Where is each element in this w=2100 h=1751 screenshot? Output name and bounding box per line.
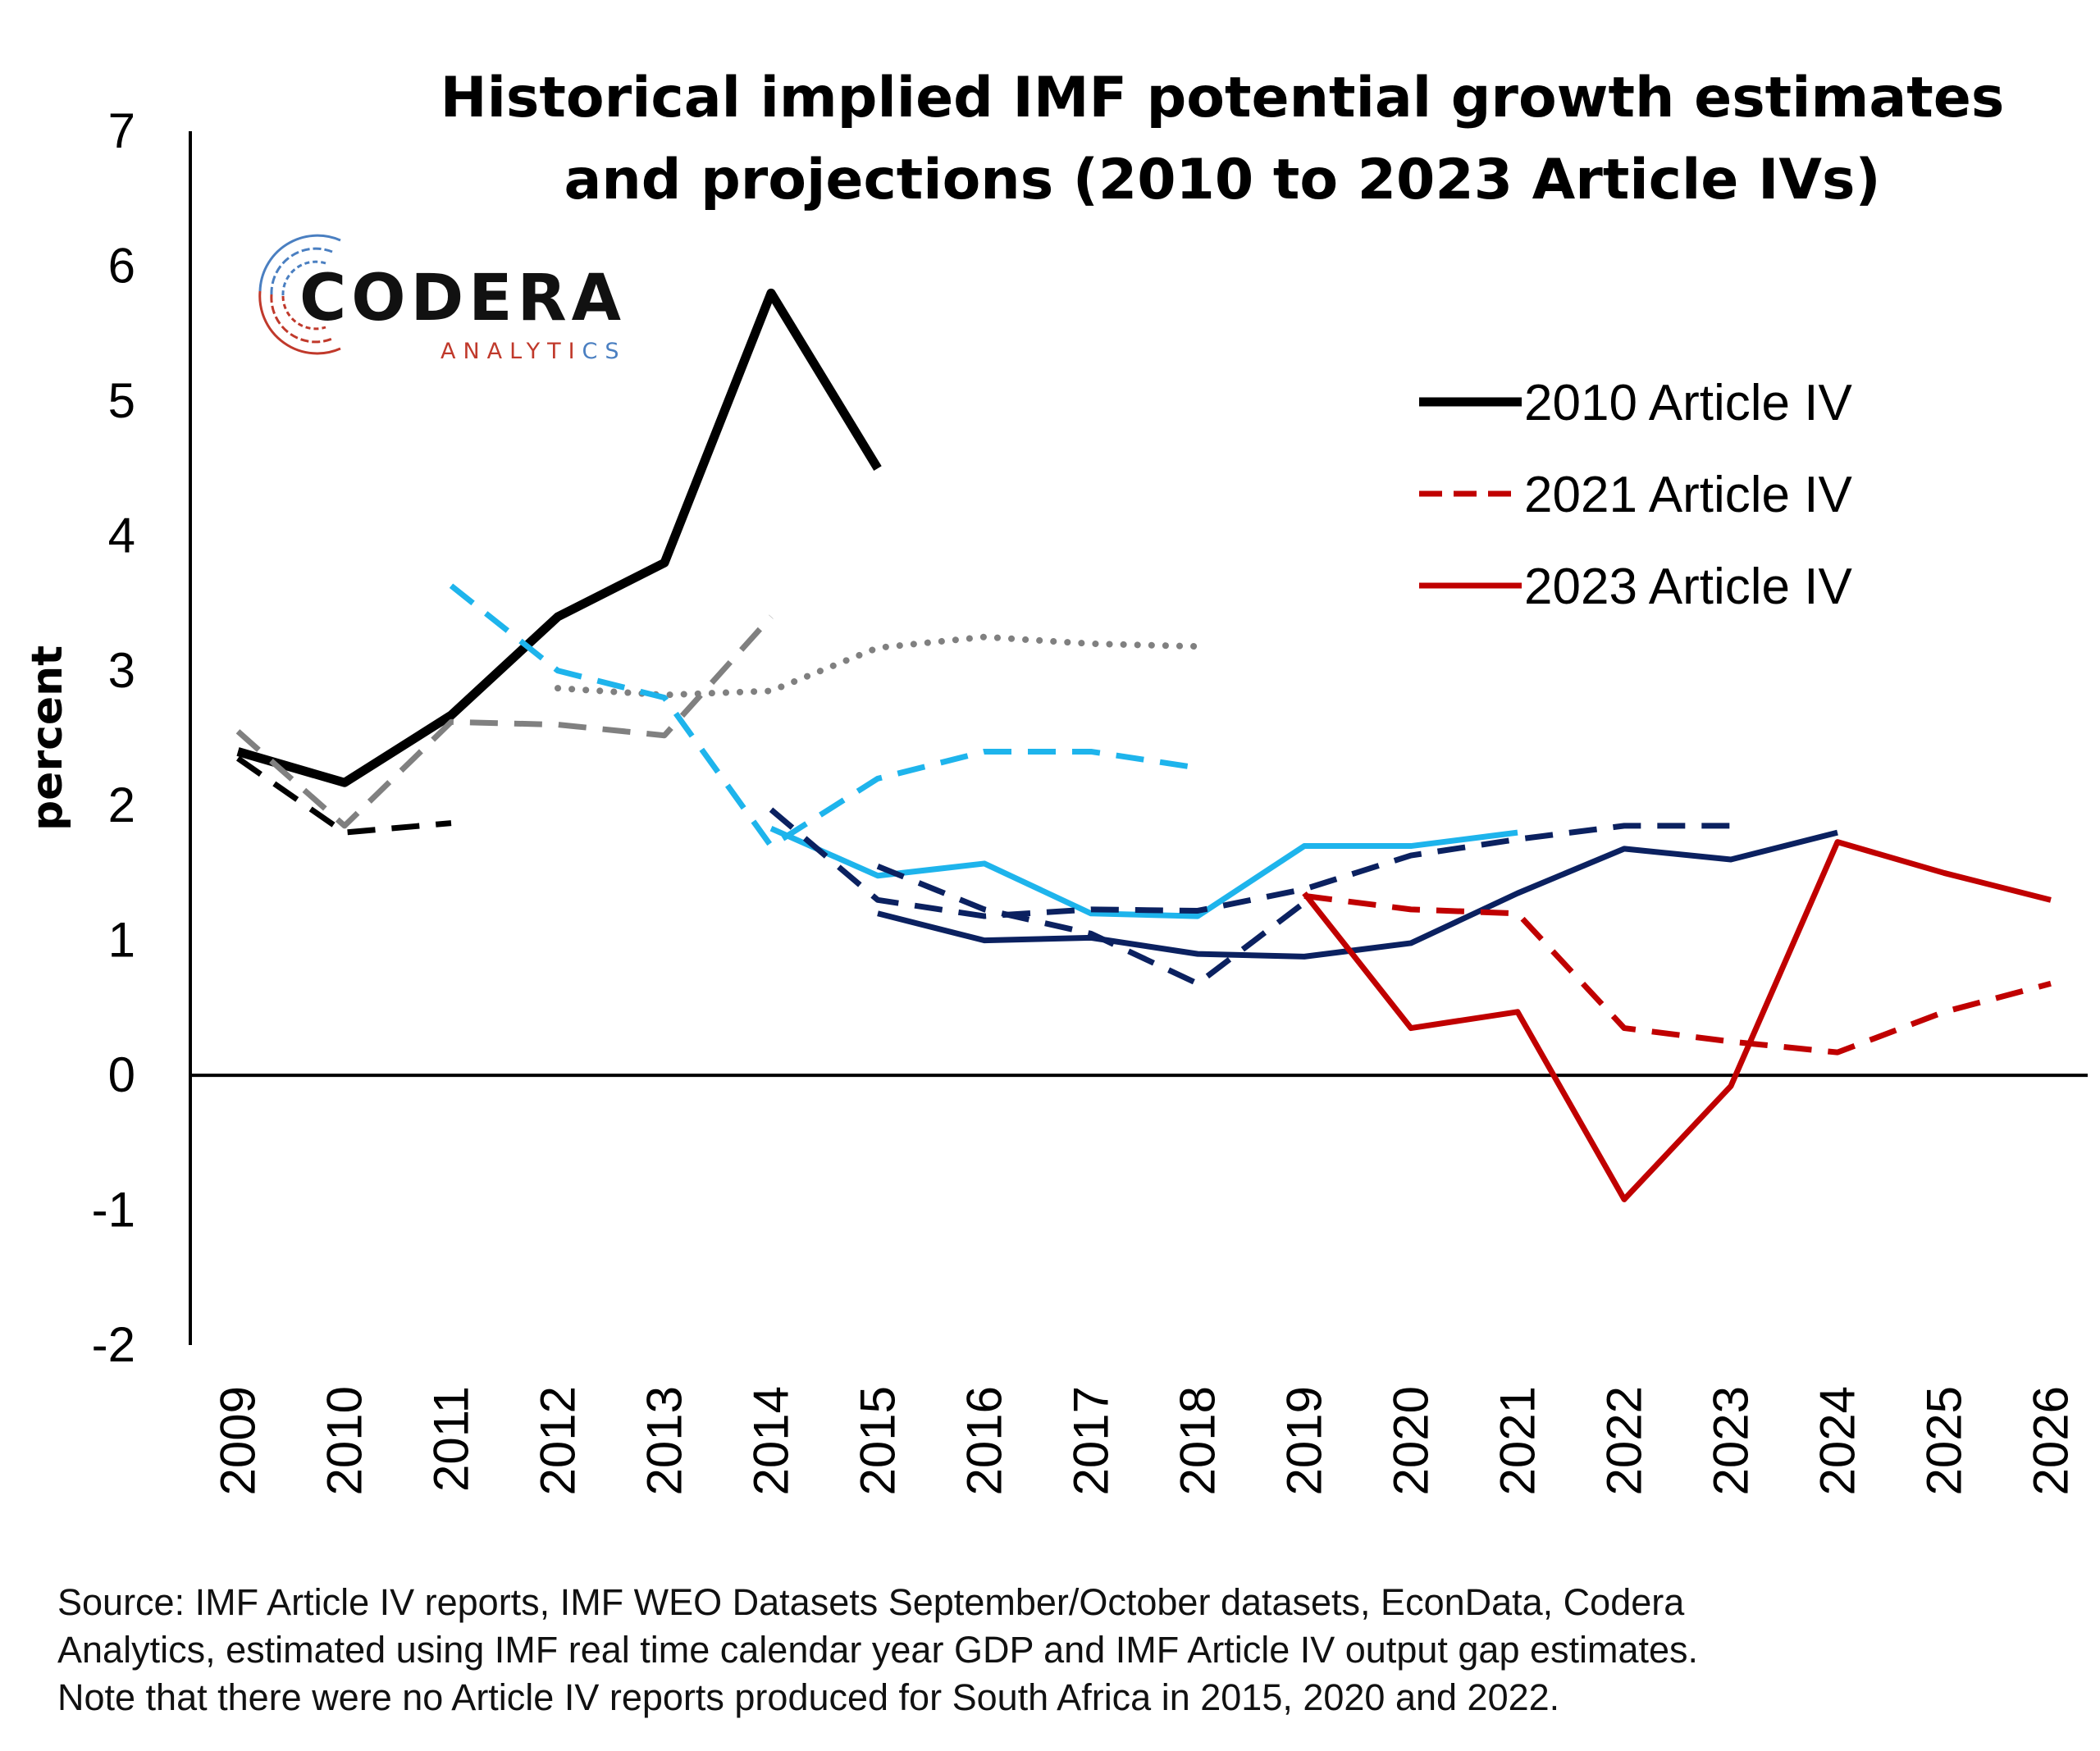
logo-subtitle-main: ANALYTI [441, 339, 582, 364]
x-tick-label: 2017 [1064, 1386, 1119, 1495]
source-note-line-3: Note that there were no Article IV repor… [57, 1676, 1560, 1718]
series-line-6 [769, 807, 1731, 919]
x-tick-label: 2013 [637, 1386, 692, 1495]
logo-wordmark: CODERA [299, 262, 627, 335]
y-tick-label: 3 [108, 643, 135, 698]
y-axis-title: percent [23, 645, 72, 831]
chart-title-line-2: and projections (2010 to 2023 Article IV… [564, 148, 1881, 212]
legend-label: 2010 Article IV [1524, 375, 1852, 431]
logo-subtitle: ANALYTICS [441, 340, 627, 363]
chart-title-line-1: Historical implied IMF potential growth … [440, 66, 2005, 130]
x-tick-label: 2020 [1384, 1386, 1439, 1495]
y-tick-label: 6 [108, 238, 135, 293]
x-tick-label: 2023 [1704, 1386, 1759, 1495]
series-line-7 [876, 863, 1307, 987]
x-tick-label: 2021 [1491, 1386, 1545, 1495]
x-tick-label: 2009 [211, 1386, 266, 1495]
series-line-4 [449, 583, 1198, 850]
x-tick-label: 2016 [957, 1386, 1012, 1495]
chart-title: Historical implied IMF potential growth … [410, 57, 2034, 221]
series-line-0 [236, 288, 882, 787]
x-tick-label: 2024 [1810, 1386, 1865, 1495]
legend-label: 2023 Article IV [1524, 559, 1852, 615]
x-tick-label: 2019 [1277, 1386, 1332, 1495]
series-line-2 [235, 614, 774, 829]
source-note-line-1: Source: IMF Article IV reports, IMF WEO … [57, 1581, 1685, 1623]
x-tick-label: 2015 [851, 1386, 906, 1495]
series-line-8 [877, 829, 1838, 960]
logo-subtitle-tail: CS [582, 339, 627, 364]
x-tick-label: 2010 [317, 1386, 372, 1495]
x-tick-label: 2011 [424, 1386, 479, 1492]
chart-series-layer [235, 288, 2052, 1202]
series-line-3 [555, 633, 1201, 699]
x-tick-label: 2012 [531, 1386, 586, 1495]
x-tick-label: 2022 [1597, 1386, 1652, 1495]
source-note-line-2: Analytics, estimated using IMF real time… [57, 1629, 1699, 1671]
codera-analytics-logo: CODERA ANALYTICS [250, 226, 660, 373]
x-tick-label: 2018 [1171, 1386, 1226, 1495]
y-tick-label: 2 [108, 777, 135, 832]
y-tick-label: 4 [108, 508, 135, 563]
legend-label: 2021 Article IV [1524, 467, 1852, 523]
chart-legend: 2010 Article IV 2021 Article IV 2023 Artic… [1419, 375, 1852, 615]
y-tick-label: 0 [108, 1047, 135, 1102]
codera-logo-mark-icon [258, 234, 341, 355]
x-tick-label: 2025 [1917, 1386, 1972, 1495]
series-line-9 [1303, 892, 2052, 1056]
x-tick-label: 2026 [2024, 1386, 2079, 1495]
series-line-10 [1302, 839, 2052, 1202]
x-tick-label: 2014 [744, 1386, 799, 1495]
y-tick-label: 7 [108, 103, 135, 158]
y-tick-label: 1 [108, 913, 135, 968]
y-tick-label: -1 [92, 1183, 135, 1238]
chart-axes: -2 -1 0 1 2 3 4 5 6 7 2009 2010 2011 2012 2013 2014 2015… [23, 103, 2088, 1495]
series-line-1 [236, 755, 452, 836]
y-tick-label: -2 [92, 1317, 135, 1372]
y-tick-label: 5 [108, 373, 135, 428]
source-note: Source: IMF Article IV reports, IMF WEO … [57, 1579, 2059, 1721]
